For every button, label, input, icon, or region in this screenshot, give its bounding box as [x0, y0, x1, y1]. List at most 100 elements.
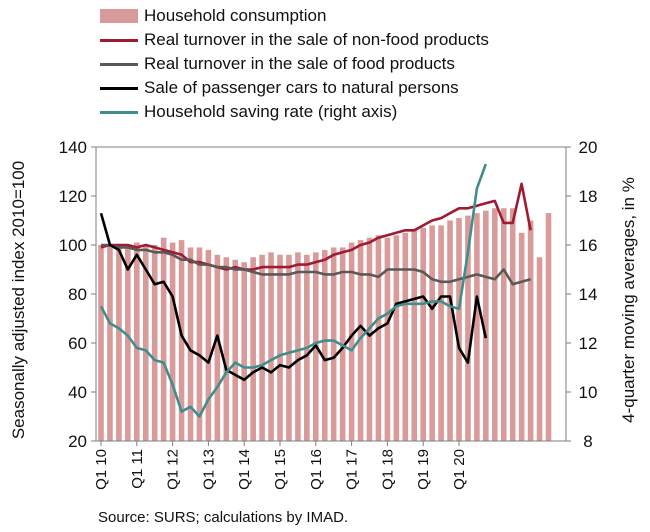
lines-layer	[99, 163, 532, 418]
x-tick-label: Q1 20	[451, 449, 468, 490]
bar	[447, 220, 453, 441]
bars-layer	[98, 208, 552, 441]
y-left-tick-label: 40	[68, 383, 87, 402]
series-line	[99, 163, 488, 418]
y-right-tick-label: 14	[579, 285, 598, 304]
bar	[330, 247, 337, 441]
x-tick-label: Q1 12	[165, 449, 182, 490]
bar	[160, 237, 167, 441]
bar	[500, 208, 507, 441]
y-left-tick-label: 140	[59, 138, 87, 157]
legend-swatch-food	[100, 62, 138, 66]
legend-swatch-household-consumption	[100, 9, 138, 23]
bar	[98, 245, 104, 441]
bar	[357, 240, 364, 441]
x-tick-label: Q1 14	[236, 449, 253, 490]
x-tick-label: Q1 18	[379, 449, 396, 490]
bar	[536, 257, 543, 441]
y-right-tick-label: 10	[579, 383, 598, 402]
y-right-tick-label: 18	[579, 187, 598, 206]
bar	[348, 242, 355, 441]
bar	[286, 254, 292, 441]
series-line	[99, 212, 488, 382]
bar	[205, 249, 212, 441]
bar	[107, 245, 113, 441]
bar	[429, 225, 435, 441]
x-tick-label: Q1 19	[415, 449, 432, 490]
legend: Household consumption Real turnover in t…	[100, 4, 489, 124]
bar	[259, 254, 265, 441]
x-tick-label: Q1 17	[344, 449, 361, 490]
legend-item-household-consumption: Household consumption	[100, 4, 489, 28]
y-right-tick-label: 20	[579, 138, 598, 157]
legend-swatch-non-food	[100, 38, 138, 42]
bar	[214, 254, 221, 441]
bar	[268, 252, 274, 441]
y-axis-left-label: Seasonally adjusted index 2010=100	[9, 161, 28, 439]
bar	[142, 245, 149, 441]
bar	[151, 245, 158, 441]
bar	[527, 220, 534, 441]
bar	[125, 245, 131, 441]
bar	[277, 254, 283, 441]
y-left-tick-label: 80	[68, 285, 87, 304]
axes-layer: 20 40 60 80 100 120 140 8 10 12 14 16 18 20 Q1 10 Q1 11…	[59, 138, 598, 490]
bar	[483, 210, 489, 441]
legend-label: Household saving rate (right axis)	[144, 102, 398, 121]
series-line	[101, 243, 531, 286]
legend-item-food: Real turnover in the sale of food produc…	[100, 52, 489, 76]
y-right-tick-label: 12	[579, 334, 598, 353]
legend-item-cars: Sale of passenger cars to natural person…	[100, 76, 489, 100]
y-left-tick-label: 120	[59, 187, 87, 206]
bar	[465, 215, 471, 441]
bar	[492, 208, 498, 441]
bar	[178, 240, 185, 441]
x-tick-label: Q1 10	[93, 449, 110, 490]
bar	[241, 262, 247, 441]
legend-label: Sale of passenger cars to natural person…	[144, 78, 459, 97]
y-left-tick-label: 100	[59, 236, 87, 255]
series-line	[100, 182, 532, 271]
x-tick-label: Q1 11	[129, 449, 146, 489]
bar	[474, 213, 480, 441]
legend-label: Real turnover in the sale of non-food pr…	[144, 30, 489, 49]
x-tick-label: Q1 13	[200, 449, 217, 490]
bar	[116, 245, 122, 441]
bar	[295, 252, 301, 441]
bar	[438, 225, 444, 441]
bar	[232, 259, 239, 441]
bar	[169, 242, 176, 441]
bar	[321, 249, 328, 441]
legend-item-saving-rate: Household saving rate (right axis)	[100, 100, 489, 124]
bar	[518, 232, 525, 441]
x-tick-label: Q1 16	[308, 449, 325, 490]
bar	[402, 232, 409, 441]
y-left-tick-label: 60	[68, 334, 87, 353]
bar	[250, 257, 256, 441]
bar	[509, 208, 516, 441]
bar	[545, 213, 552, 441]
bar	[411, 230, 418, 441]
legend-swatch-saving-rate	[100, 110, 138, 114]
y-right-tick-label: 8	[583, 432, 592, 451]
bar	[223, 257, 230, 441]
y-axis-right-label: 4-quarter moving averages, in %	[619, 177, 638, 423]
bar	[187, 247, 194, 441]
legend-swatch-cars	[100, 86, 138, 90]
source-note: Source: SURS; calculations by IMAD.	[98, 509, 349, 526]
bar	[456, 218, 462, 441]
legend-label: Real turnover in the sale of food produc…	[144, 54, 455, 73]
bar	[196, 247, 203, 441]
x-tick-label: Q1 15	[272, 449, 289, 490]
bar	[420, 227, 426, 441]
legend-label: Household consumption	[144, 6, 327, 25]
bar	[384, 237, 391, 441]
bar	[366, 237, 373, 441]
bar	[134, 242, 140, 441]
legend-item-non-food: Real turnover in the sale of non-food pr…	[100, 28, 489, 52]
bar	[393, 235, 400, 441]
y-left-tick-label: 20	[68, 432, 87, 451]
bar	[375, 235, 382, 441]
y-right-tick-label: 16	[579, 236, 598, 255]
